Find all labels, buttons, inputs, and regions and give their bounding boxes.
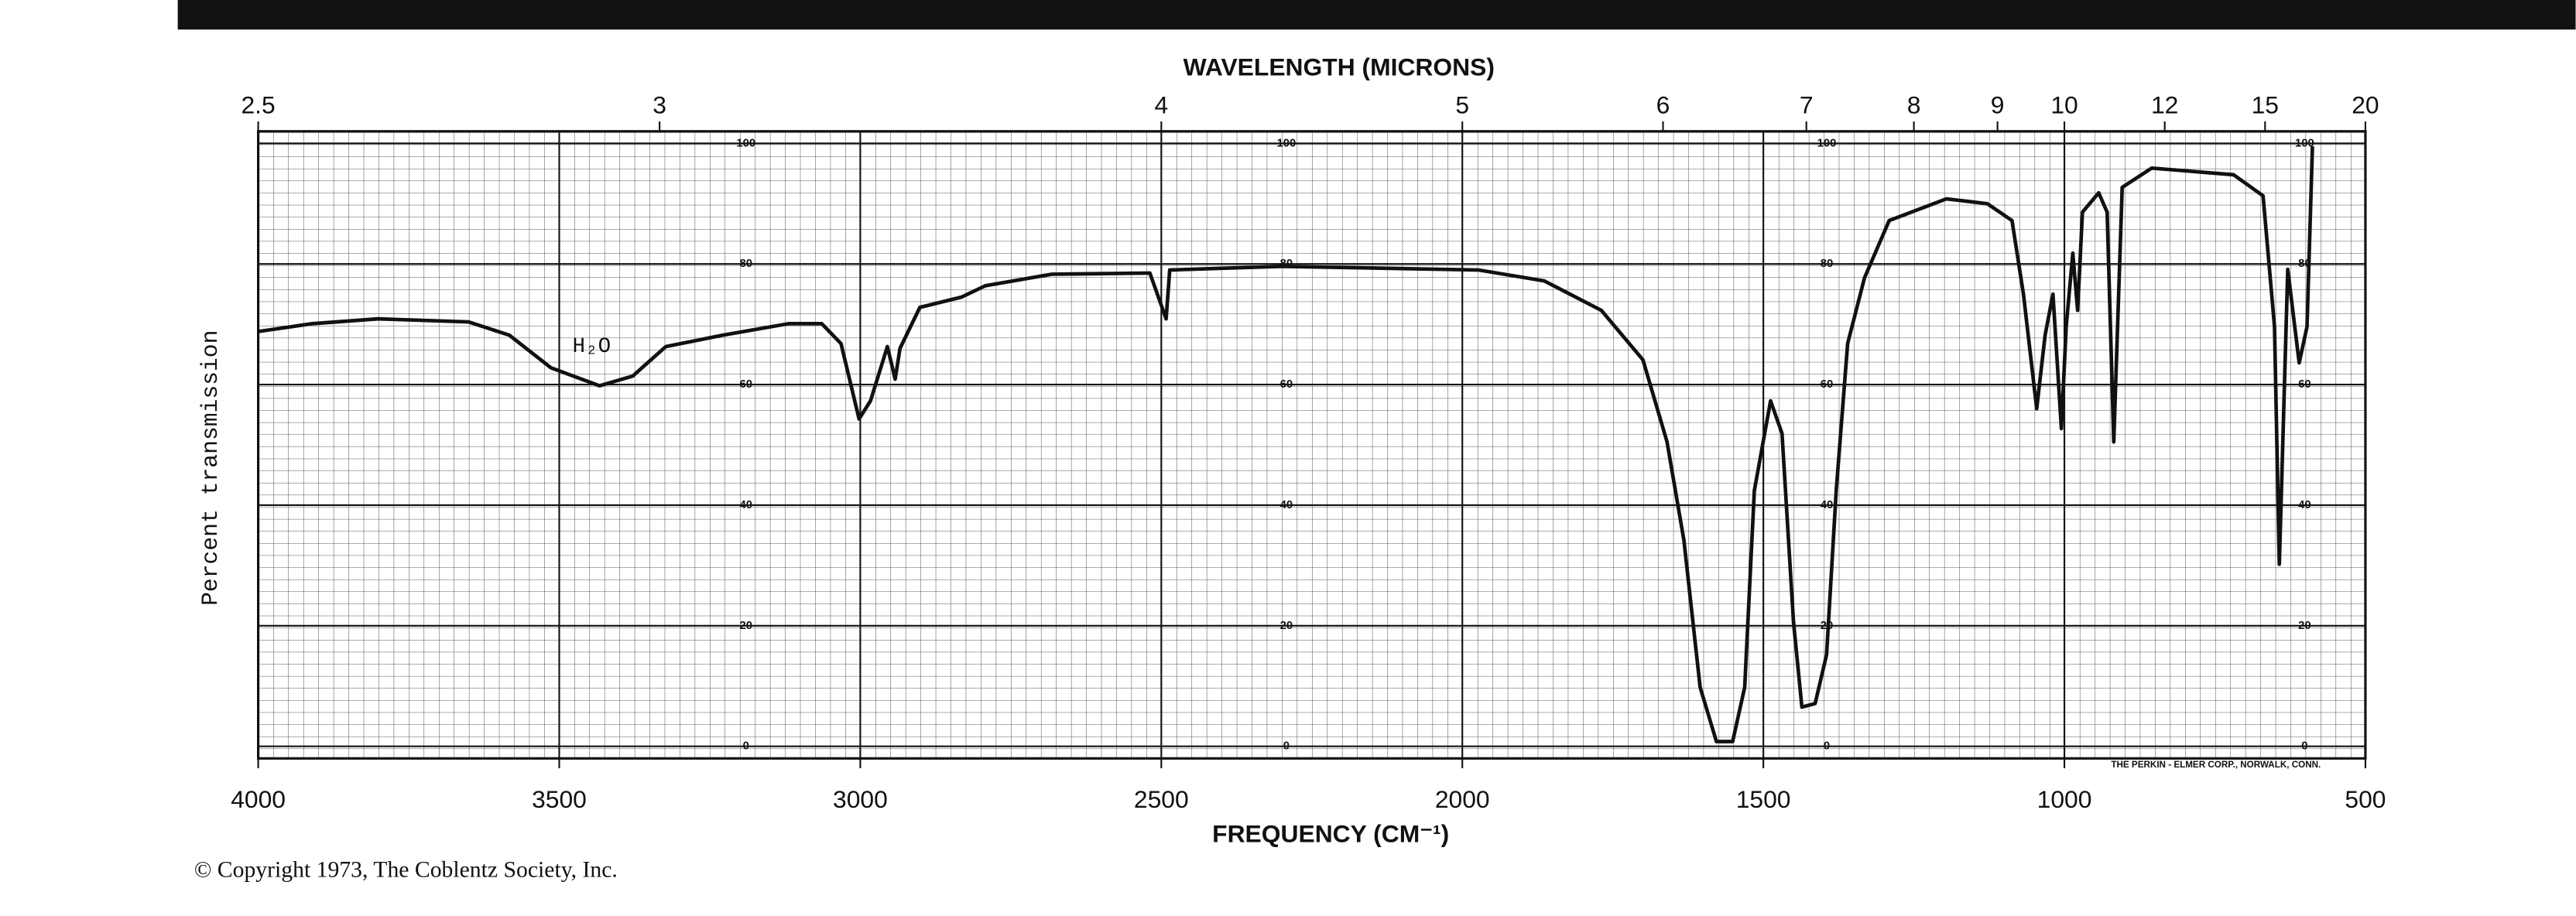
x2-tick-label: 2.5 [241, 91, 275, 118]
y-tick-label: 100 [1276, 137, 1296, 149]
y-tick-label: 0 [743, 740, 749, 753]
x-tick-label: 1000 [2037, 785, 2092, 813]
y-tick-label: 40 [740, 499, 753, 511]
x-tick-label: 500 [2345, 785, 2386, 813]
y-tick-label: 40 [2298, 499, 2311, 511]
plot-frame [257, 130, 2367, 760]
y-tick-label: 0 [1824, 740, 1830, 753]
y-tick-label: 60 [1821, 378, 1834, 391]
y-tick-label: 60 [740, 378, 753, 391]
x2-tick-label: 9 [1991, 91, 2005, 118]
x2-tick-label: 12 [2151, 91, 2178, 118]
copyright: © Copyright 1973, The Coblentz Society, … [194, 858, 618, 883]
x2-tick-label: 3 [653, 91, 666, 118]
y-tick-label: 40 [1821, 499, 1834, 511]
spectrum-line [258, 146, 2314, 743]
x2-tick-label: 8 [1907, 91, 1921, 118]
x-tick-label: 1500 [1736, 785, 1791, 813]
y-tick-label: 0 [2301, 740, 2307, 753]
y-tick-label: 100 [736, 137, 755, 149]
y-tick-label: 60 [1280, 378, 1293, 391]
x-axis-label: FREQUENCY (CM⁻¹) [1212, 819, 1449, 847]
x2-tick-label: 10 [2050, 91, 2078, 118]
y-tick-label: 80 [1821, 258, 1834, 270]
annotation: H₂O [573, 335, 611, 359]
top-bar [177, 0, 2576, 30]
x-tick-label: 4000 [231, 785, 286, 813]
y-axis-label: Percent transmission [197, 330, 224, 606]
y-tick-label: 0 [1283, 740, 1290, 753]
x-tick-label: 2000 [1435, 785, 1490, 813]
x2-tick-label: 15 [2252, 91, 2279, 118]
maker: THE PERKIN - ELMER CORP., NORWALK, CONN. [2111, 760, 2321, 770]
y-tick-label: 60 [2298, 378, 2311, 391]
x2-tick-label: 7 [1800, 91, 1814, 118]
x2-tick-label: 5 [1455, 91, 1469, 118]
x-tick-label: 3000 [833, 785, 888, 813]
x2-tick-label: 20 [2352, 91, 2379, 118]
y-tick-label: 100 [1817, 137, 1837, 149]
x-tick-label: 2500 [1134, 785, 1189, 813]
y-tick-label: 100 [2295, 137, 2314, 149]
x-tick-label: 3500 [532, 785, 587, 813]
y-tick-label: 80 [740, 258, 753, 270]
y-tick-label: 20 [2298, 620, 2311, 632]
y-tick-label: 20 [740, 620, 753, 632]
chart-title: WAVELENGTH (MICRONS) [1184, 53, 1495, 81]
y-tick-label: 40 [1280, 499, 1293, 511]
x2-tick-label: 6 [1656, 91, 1670, 118]
x2-tick-label: 4 [1154, 91, 1168, 118]
y-tick-label: 20 [1280, 620, 1293, 632]
